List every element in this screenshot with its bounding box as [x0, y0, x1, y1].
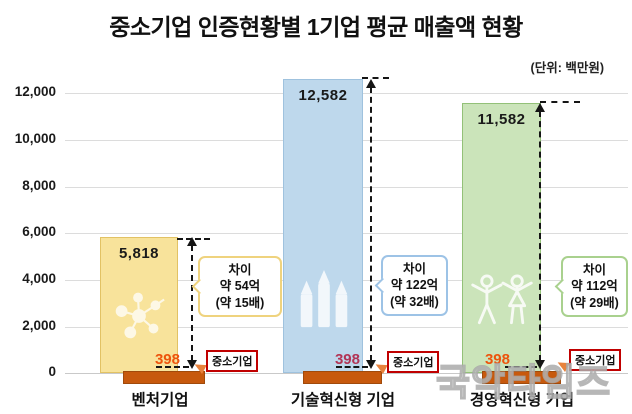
- y-axis-tick: 8,000: [22, 178, 56, 193]
- people-icon: [471, 274, 533, 325]
- sme-value-label: 398: [484, 351, 510, 368]
- category-label: 기술혁신형 기업: [290, 392, 396, 409]
- bar-value-label: 11,582: [477, 111, 526, 128]
- category-label: 경영혁신형 기업: [469, 392, 575, 409]
- y-axis-tick: 4,000: [22, 271, 56, 286]
- sme-value-label: 398: [334, 351, 360, 368]
- sme-bar: [303, 371, 382, 384]
- difference-arrow-bottom-line: [505, 366, 537, 368]
- callout-line: 약 112억: [571, 279, 618, 294]
- sme-bar: [482, 371, 561, 384]
- callout-line: 약 54억: [219, 279, 261, 294]
- chart-title: 중소기업 인증현황별 1기업 평균 매출액 현황: [109, 14, 523, 40]
- molecule-icon: [115, 292, 165, 339]
- bar-management-innovation: 11,582: [462, 103, 541, 373]
- y-axis-tick: 12,000: [14, 84, 56, 99]
- arrow-down-icon: [187, 360, 197, 369]
- arrow-down-icon: [366, 360, 376, 369]
- difference-callout: 차이 약 122억 (약 32배): [374, 255, 448, 316]
- y-axis-tick: 0: [48, 364, 56, 379]
- difference-arrow-top-line: [540, 101, 580, 103]
- arrow-up-icon: [366, 79, 376, 88]
- callout-line: 차이: [582, 263, 606, 277]
- difference-arrow-bottom-line: [156, 366, 189, 368]
- sme-label-box: 중소기업: [569, 349, 622, 371]
- unit-label: (단위: 백만원): [530, 61, 604, 75]
- difference-callout: 차이 약 112억 (약 29배): [554, 256, 628, 317]
- difference-arrow-line: [370, 87, 372, 361]
- sme-label-box: 중소기업: [387, 351, 440, 373]
- difference-arrow-bottom-line: [336, 366, 368, 368]
- callout-line: 약 122억: [390, 278, 439, 293]
- difference-arrow-line: [539, 111, 541, 361]
- arrow-up-icon: [187, 237, 197, 246]
- y-axis-tick: 10,000: [14, 131, 56, 146]
- y-axis-tick: 2,000: [22, 318, 56, 333]
- bar-tech-innovation: 12,582: [283, 79, 363, 373]
- difference-callout: 차이 약 54억 (약 15배): [191, 256, 282, 317]
- arrow-down-icon: [535, 360, 545, 369]
- bar-value-label: 12,582: [298, 87, 348, 104]
- arrow-up-icon: [535, 103, 545, 112]
- difference-arrow-line: [191, 245, 193, 361]
- sme-pointer-icon: [555, 358, 570, 372]
- callout-line: 차이: [402, 262, 426, 276]
- sme-label-box: 중소기업: [206, 350, 259, 372]
- callout-line: 차이: [228, 263, 252, 277]
- pencils-icon: [300, 269, 348, 328]
- callout-line: (약 29배): [570, 295, 619, 310]
- category-label: 벤처기업: [131, 392, 189, 409]
- bar-value-label: 5,818: [118, 245, 160, 262]
- callout-line: (약 32배): [390, 294, 439, 309]
- bar-venture: 5,818: [100, 237, 178, 373]
- callout-line: (약 15배): [215, 295, 265, 310]
- sme-value-label: 398: [154, 351, 180, 368]
- y-axis-tick: 6,000: [22, 224, 56, 239]
- difference-arrow-top-line: [362, 77, 389, 79]
- sme-bar: [123, 371, 205, 384]
